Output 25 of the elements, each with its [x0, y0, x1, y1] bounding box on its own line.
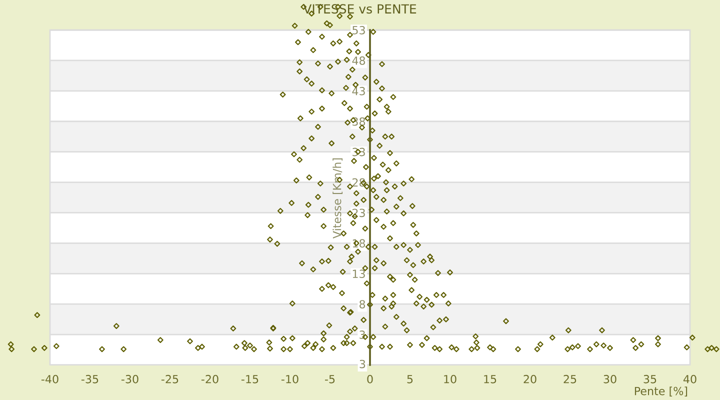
- x-tick-label: 20: [524, 374, 536, 384]
- x-axis-title: Pente [%]: [634, 386, 688, 397]
- x-tick-label: -40: [41, 374, 58, 384]
- chart-title: VITESSE vs PENTE: [303, 4, 416, 14]
- x-tick-label: -5: [325, 375, 335, 384]
- x-tick-label: -20: [201, 374, 218, 384]
- y-tick-label: 43: [352, 86, 365, 96]
- x-tick-label: 30: [604, 374, 616, 384]
- x-tick-label: 10: [444, 374, 456, 384]
- y-tick-label: 8: [360, 300, 366, 308]
- y-tick-label: 13: [352, 270, 365, 278]
- y-tick-label: 48: [352, 56, 366, 65]
- x-tick-label: 35: [644, 374, 656, 384]
- y-tick-label: 53: [352, 26, 365, 34]
- x-tick-label: -35: [81, 374, 98, 384]
- x-tick-label: 0: [367, 374, 373, 384]
- x-tick-label: -25: [161, 374, 178, 384]
- x-tick-label: 40: [683, 374, 696, 384]
- x-tick-label: 25: [564, 374, 576, 384]
- x-tick-label: -15: [241, 375, 258, 384]
- x-tick-label: -10: [281, 374, 298, 384]
- x-tick-label: 15: [484, 375, 496, 384]
- x-tick-label: -30: [121, 374, 138, 384]
- y-axis-title: Vitesse [Km/h]: [332, 158, 343, 238]
- x-tick-label: 5: [407, 375, 413, 384]
